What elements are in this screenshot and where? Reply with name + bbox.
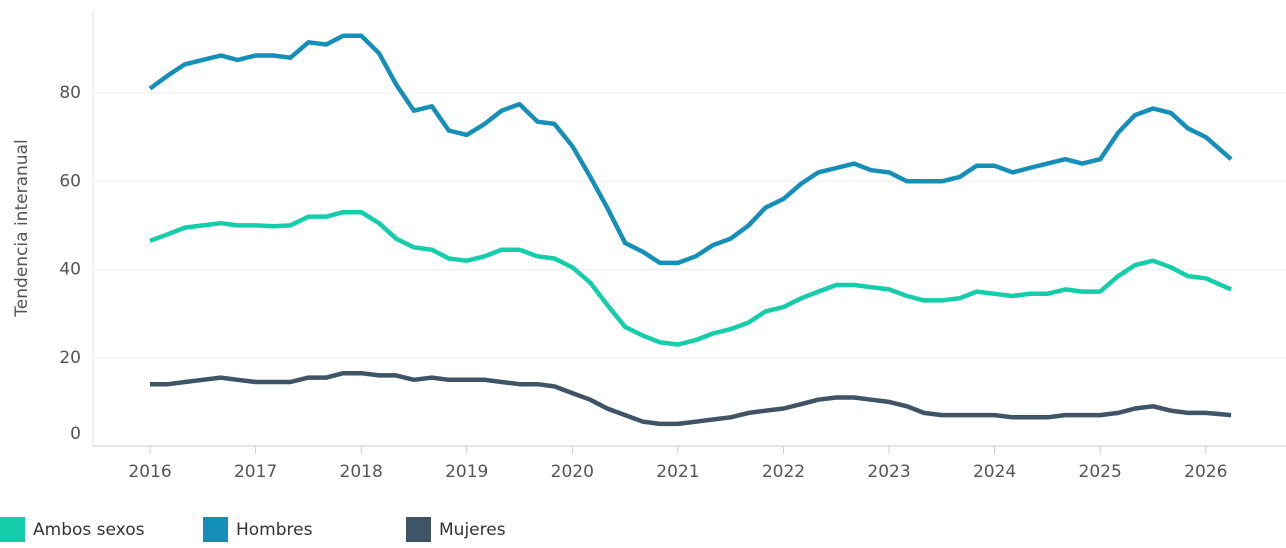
x-tick-label: 2016 bbox=[128, 462, 171, 482]
x-tick-label: 2017 bbox=[234, 462, 277, 482]
legend-label: Mujeres bbox=[439, 520, 506, 540]
y-tick-label: 40 bbox=[59, 260, 81, 280]
legend-label: Ambos sexos bbox=[33, 520, 145, 540]
legend-swatch bbox=[0, 517, 25, 542]
x-tick-label: 2018 bbox=[340, 462, 383, 482]
legend-swatch bbox=[406, 517, 431, 542]
legend: Ambos sexos Hombres Mujeres bbox=[0, 517, 506, 542]
legend-label: Hombres bbox=[236, 520, 313, 540]
line bbox=[148, 33, 1233, 266]
line bbox=[150, 370, 1232, 427]
line bbox=[149, 209, 1233, 347]
x-tick-label: 2023 bbox=[867, 462, 910, 482]
y-tick-label: 20 bbox=[59, 348, 81, 368]
x-tick-label: 2026 bbox=[1184, 462, 1227, 482]
x-tick-label: 2025 bbox=[1079, 462, 1122, 482]
x-tick-label: 2024 bbox=[973, 462, 1016, 482]
x-tick-label: 2022 bbox=[762, 462, 805, 482]
x-tick-label: 2019 bbox=[445, 462, 488, 482]
y-tick-label: 60 bbox=[59, 171, 81, 191]
y-tick-label: 80 bbox=[59, 83, 81, 103]
x-tick-label: 2020 bbox=[551, 462, 594, 482]
y-axis-label: Tendencia interanual bbox=[12, 139, 32, 317]
legend-swatch bbox=[203, 517, 228, 542]
y-tick-label: 0 bbox=[70, 424, 81, 444]
x-tick-label: 2021 bbox=[656, 462, 699, 482]
